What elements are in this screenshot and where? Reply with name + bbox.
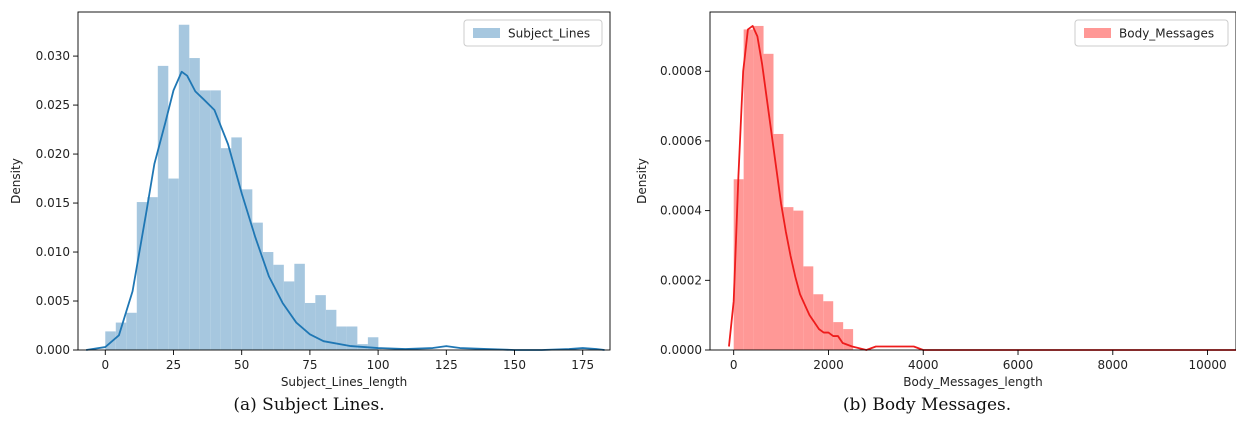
y-tick-label: 0.005 <box>36 294 70 308</box>
y-tick-label: 0.0000 <box>660 343 702 357</box>
x-tick-label: 25 <box>166 358 181 372</box>
kde-line <box>86 70 605 351</box>
histogram-bar <box>783 207 794 350</box>
x-tick-label: 175 <box>571 358 594 372</box>
x-tick-label: 150 <box>503 358 526 372</box>
histogram-bar <box>283 281 295 350</box>
histogram-bar <box>105 331 116 350</box>
histogram-bar <box>843 329 854 350</box>
histogram-bar <box>367 337 379 350</box>
histogram-bar <box>231 137 242 350</box>
x-tick-label: 125 <box>435 358 458 372</box>
legend-box <box>1074 19 1229 47</box>
caption-subject-lines: (a) Subject Lines. <box>233 395 385 415</box>
histogram-bar <box>178 24 190 351</box>
y-axis-label: Density <box>635 158 649 204</box>
histogram-bar <box>753 25 764 350</box>
legend-label: Subject_Lines <box>508 27 590 41</box>
histogram-bar <box>763 53 774 351</box>
x-tick-label: 2000 <box>813 358 844 372</box>
body-messages-chart-panel: 0 2000 4000 6000 8000 10000 0.0000 0.0002 0.0004… <box>618 0 1236 445</box>
x-tick-label: 0 <box>730 358 738 372</box>
plot-frame <box>77 11 611 351</box>
histogram-bar <box>273 264 284 350</box>
caption-body-messages: (b) Body Messages. <box>842 395 1012 415</box>
x-tick-label: 4000 <box>908 358 939 372</box>
histogram-bar <box>803 266 814 350</box>
histogram-bar <box>773 133 784 350</box>
y-tick-label: 0.020 <box>36 147 70 161</box>
histogram-bar <box>210 90 221 350</box>
y-tick-label: 0.0008 <box>660 64 702 78</box>
y-tick-label: 0.0004 <box>660 204 702 218</box>
x-tick-label: 10000 <box>1188 358 1226 372</box>
histogram-bar <box>147 197 158 350</box>
histogram-bar <box>325 309 337 350</box>
body-messages-chart: 0 2000 4000 6000 8000 10000 0.0000 0.0002 0.0004… <box>635 11 1236 389</box>
histogram-bar <box>315 295 326 350</box>
histogram-bar <box>168 178 179 350</box>
histogram-bar <box>793 210 804 350</box>
x-tick-label: 100 <box>367 358 390 372</box>
histogram-bar <box>813 294 824 350</box>
y-tick-label: 0.0006 <box>660 134 702 148</box>
histogram-bar <box>336 326 347 350</box>
histogram-bar <box>220 148 232 350</box>
histogram-bar <box>733 179 744 350</box>
histogram-bar <box>294 263 305 350</box>
x-axis-label: Subject_Lines_length <box>281 375 407 389</box>
histogram-bar <box>199 90 211 350</box>
histogram-bar <box>115 322 127 350</box>
histogram-bar <box>304 302 316 350</box>
x-tick-label: 8000 <box>1098 358 1129 372</box>
histogram-bar <box>157 65 169 350</box>
y-axis-label: Density <box>9 158 23 204</box>
y-tick-label: 0.010 <box>36 245 70 259</box>
histogram-bar <box>126 312 137 350</box>
x-tick-label: 0 <box>101 358 109 372</box>
histogram-bar <box>252 222 263 350</box>
legend-label: Body_Messages <box>1119 27 1214 41</box>
histogram-bar <box>262 252 274 350</box>
x-tick-label: 75 <box>302 358 317 372</box>
histogram-bar <box>241 189 253 350</box>
y-tick-label: 0.000 <box>36 343 70 357</box>
x-tick-label: 50 <box>234 358 249 372</box>
x-axis-label: Body_Messages_length <box>903 375 1042 389</box>
legend-swatch <box>1084 28 1111 38</box>
histogram-bar <box>136 202 148 350</box>
subject-lines-chart: 0 25 50 75 100 125 150 175 0.000 0.005 0.010 0.015 0… <box>9 11 611 389</box>
histogram-bar <box>743 29 754 350</box>
subject-lines-chart-panel: 0 25 50 75 100 125 150 175 0.000 0.005 0.010 0.015 0… <box>9 11 611 389</box>
plot-frame <box>709 11 1236 351</box>
legend-swatch <box>473 28 500 38</box>
y-tick-label: 0.0002 <box>660 273 702 287</box>
histogram-bar <box>346 326 358 350</box>
histogram-bar <box>189 58 200 351</box>
legend-box <box>463 19 603 47</box>
y-tick-label: 0.015 <box>36 196 70 210</box>
y-tick-label: 0.030 <box>36 49 70 63</box>
x-tick-label: 6000 <box>1003 358 1034 372</box>
histogram-bar <box>823 301 834 350</box>
y-tick-label: 0.025 <box>36 98 70 112</box>
